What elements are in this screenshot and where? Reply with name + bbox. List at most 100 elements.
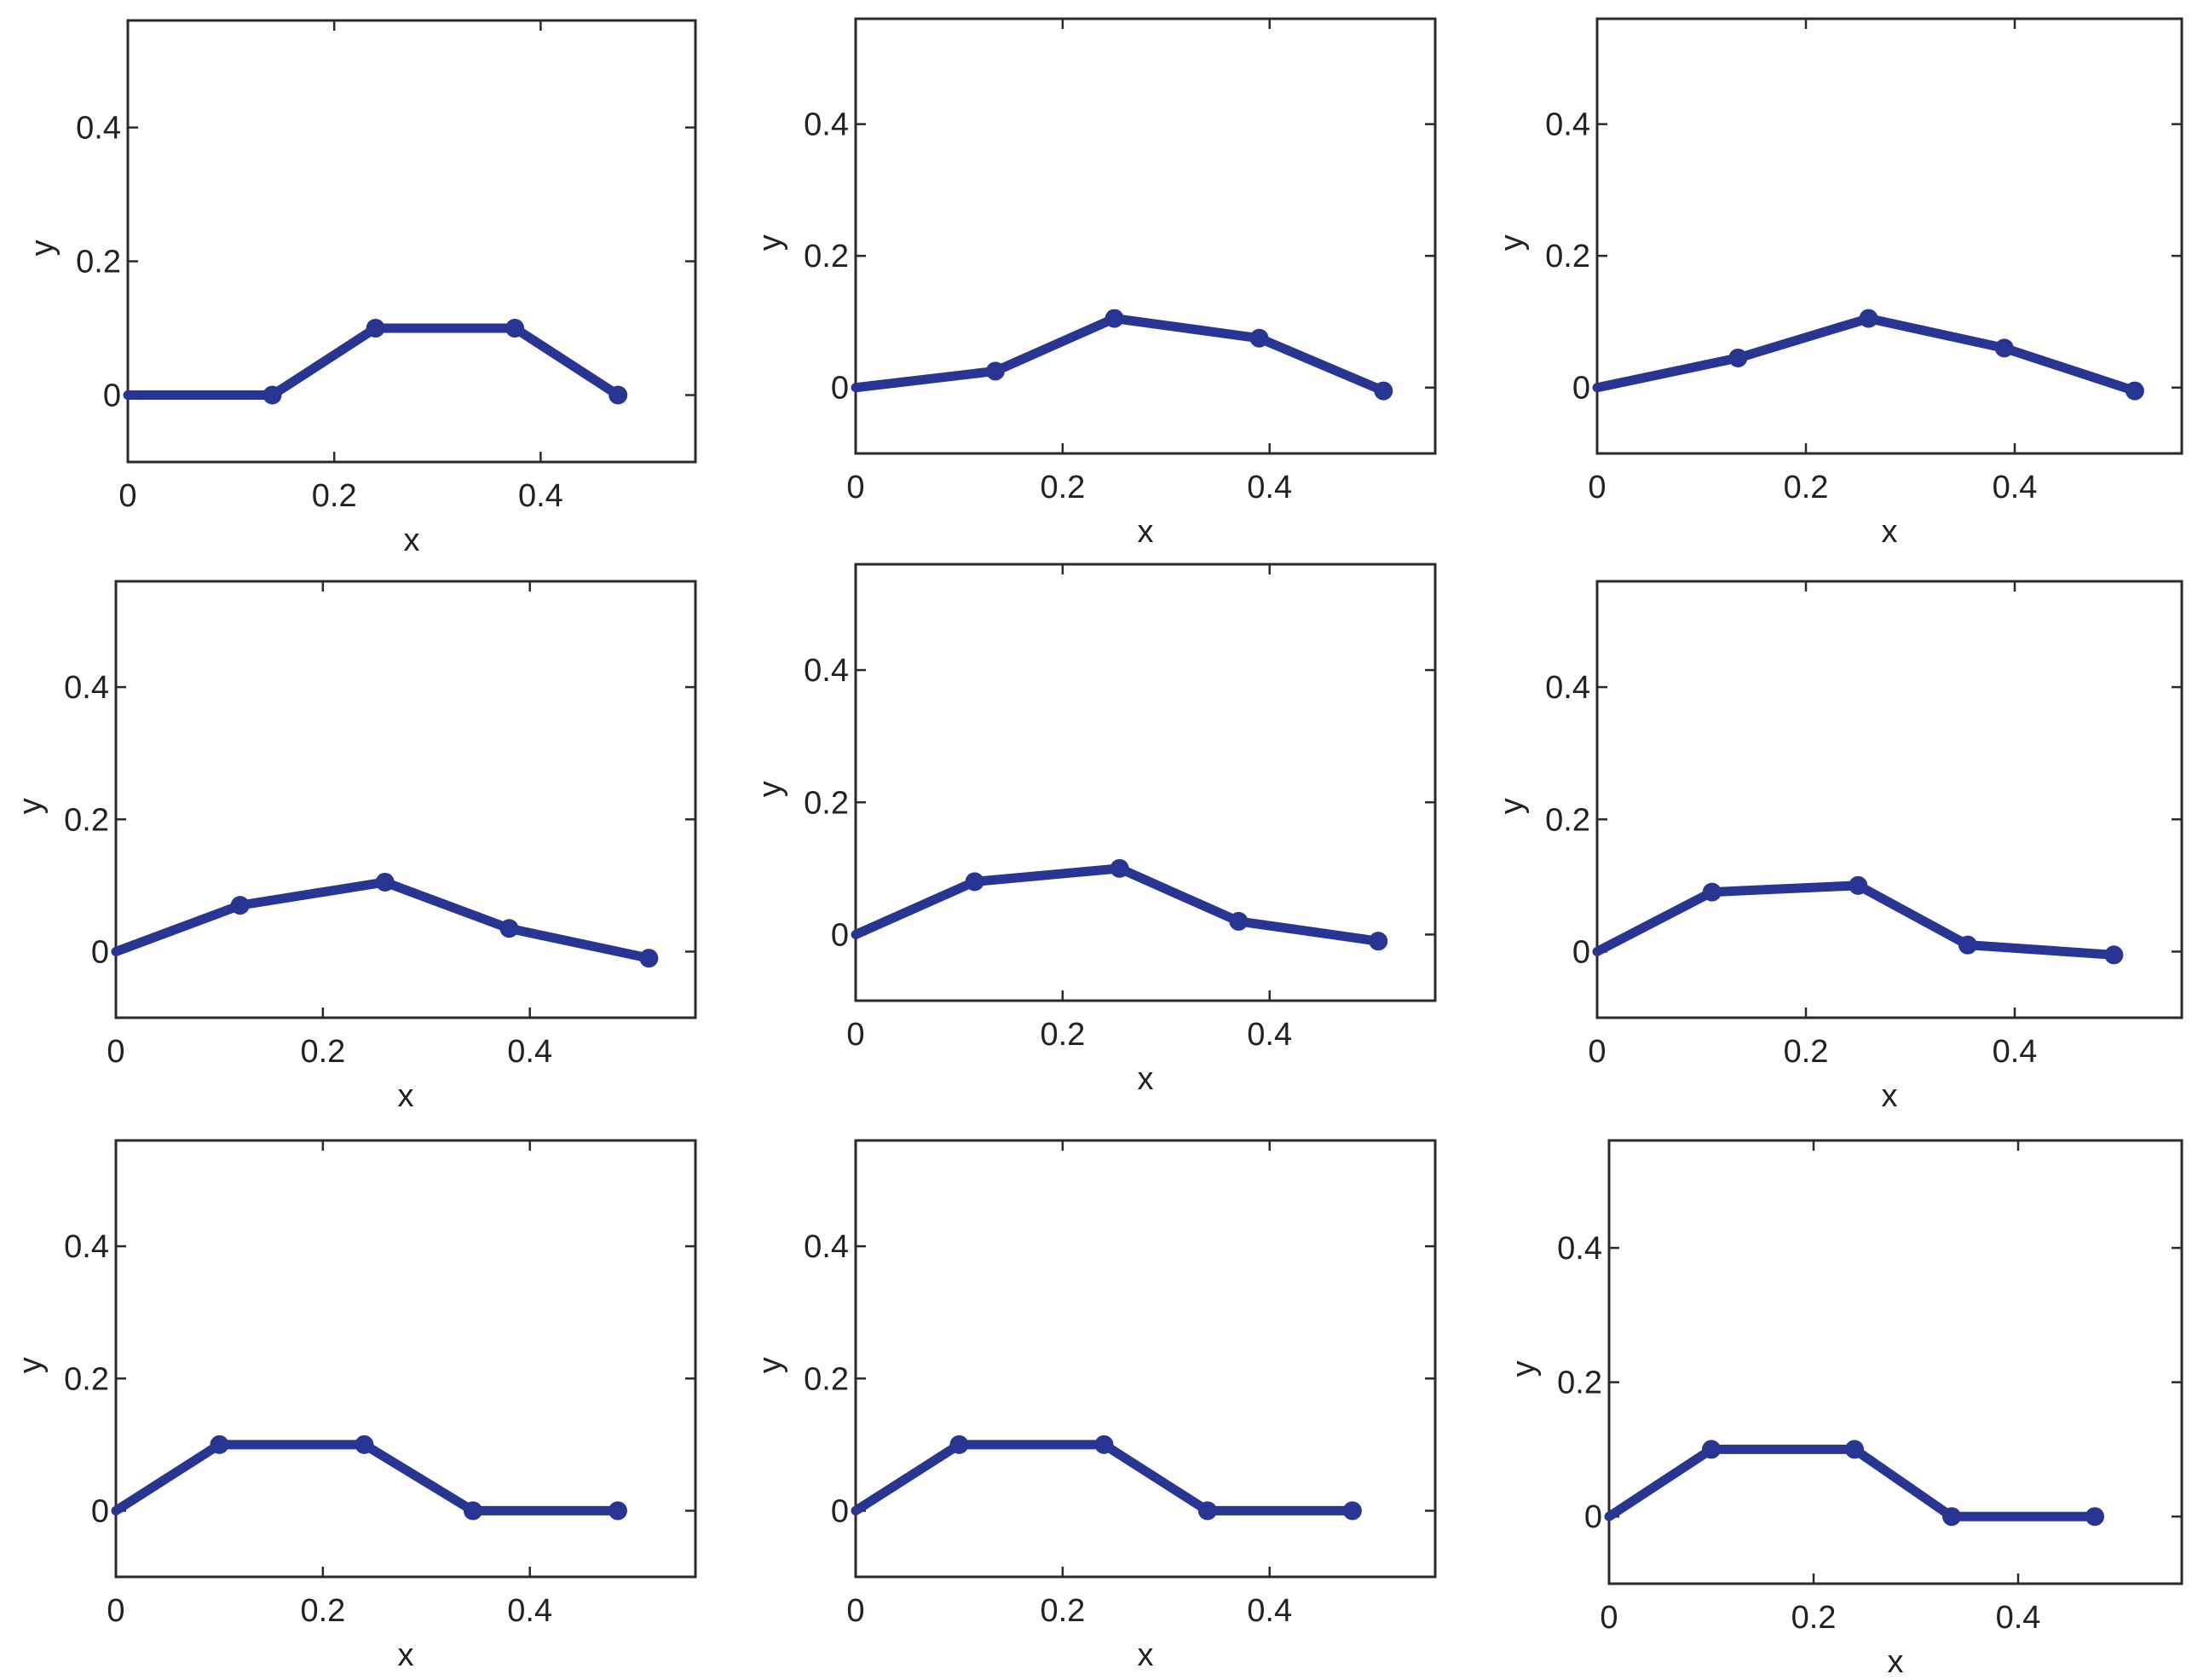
data-point xyxy=(1094,1435,1114,1454)
subplot-7: 0 0.2 0.4 0 0.2 0.4 x y xyxy=(13,1139,697,1673)
x-tick-label: 0.2 xyxy=(300,1034,345,1070)
subplot-4: 0 0.2 0.4 0 0.2 0.4 x y xyxy=(13,580,697,1114)
subplot-6: 0 0.2 0.4 0 0.2 0.4 x y xyxy=(1494,580,2183,1114)
data-point xyxy=(1229,911,1249,931)
x-tick-label: 0 xyxy=(1588,470,1606,505)
y-tick-label: 0.4 xyxy=(1557,1231,1602,1267)
plot-frame xyxy=(854,1139,1437,1579)
x-tick-label: 0 xyxy=(846,1017,864,1053)
y-tick-label: 0.4 xyxy=(64,1229,109,1265)
data-point xyxy=(1342,1501,1362,1521)
y-tick-label: 0.2 xyxy=(804,785,849,821)
y-tick-label: 0 xyxy=(1572,934,1590,970)
x-tick-label: 0.2 xyxy=(312,478,357,514)
plot-frame xyxy=(1595,580,2183,1019)
data-point xyxy=(1110,858,1129,878)
x-tick-label: 0.2 xyxy=(1791,1600,1837,1636)
data-point xyxy=(210,1435,229,1454)
data-point xyxy=(1859,309,1878,328)
y-tick-label: 0.4 xyxy=(64,670,109,706)
data-point xyxy=(1994,338,2014,358)
y-tick-label: 0 xyxy=(831,1493,849,1529)
x-tick-label: 0.4 xyxy=(1993,470,2038,505)
y-axis-label: y xyxy=(13,1357,49,1373)
x-axis-label: x xyxy=(1138,514,1154,550)
plot-frame xyxy=(854,563,1437,1002)
y-tick-label: 0.2 xyxy=(1557,1365,1602,1401)
x-tick-label: 0 xyxy=(107,1593,124,1629)
y-tick-label: 0.4 xyxy=(1545,670,1590,706)
y-tick-label: 0.2 xyxy=(1545,239,1590,274)
x-axis-label: x xyxy=(398,1078,414,1114)
data-point xyxy=(375,872,395,892)
x-axis-label: x xyxy=(1882,514,1898,550)
data-point xyxy=(2125,381,2144,401)
data-point xyxy=(1369,932,1388,951)
plot-frame xyxy=(114,1139,697,1579)
y-axis-label: y xyxy=(753,234,788,251)
data-point xyxy=(609,385,628,405)
x-tick-label: 0 xyxy=(1588,1034,1606,1070)
x-tick-label: 0.2 xyxy=(300,1593,345,1629)
x-tick-label: 0.4 xyxy=(507,1034,552,1070)
data-point xyxy=(355,1435,374,1454)
data-point xyxy=(2104,945,2124,965)
x-tick-label: 0.2 xyxy=(1040,1017,1085,1053)
data-point xyxy=(1197,1501,1217,1521)
data-point xyxy=(639,949,659,968)
y-tick-label: 0.4 xyxy=(804,653,849,689)
x-tick-label: 0 xyxy=(846,1593,864,1629)
y-tick-label: 0 xyxy=(91,1493,109,1529)
x-axis-label: x xyxy=(1138,1637,1154,1673)
data-point xyxy=(1849,875,1868,895)
data-point xyxy=(2085,1507,2104,1527)
x-tick-label: 0.4 xyxy=(1993,1034,2038,1070)
x-tick-label: 0.2 xyxy=(1784,1034,1829,1070)
x-tick-label: 0 xyxy=(1600,1600,1618,1636)
x-tick-label: 0.4 xyxy=(507,1593,552,1629)
data-point xyxy=(1728,348,1748,367)
subplot-8: 0 0.2 0.4 0 0.2 0.4 x y xyxy=(753,1139,1437,1673)
y-tick-label: 0 xyxy=(91,934,109,970)
x-axis-label: x xyxy=(1888,1644,1904,1680)
x-tick-label: 0.2 xyxy=(1040,470,1085,505)
data-point xyxy=(949,1435,969,1454)
subplot-1: 0 0.2 0.4 0 0.2 0.4 x y xyxy=(25,19,697,558)
x-tick-label: 0.4 xyxy=(518,478,563,514)
data-point xyxy=(1249,328,1269,348)
x-axis-label: x xyxy=(404,522,420,558)
data-point xyxy=(965,872,984,892)
x-axis-label: x xyxy=(1138,1061,1154,1097)
data-point xyxy=(1845,1440,1864,1459)
subplot-3: 0 0.2 0.4 0 0.2 0.4 x y xyxy=(1494,17,2183,550)
data-point xyxy=(463,1501,482,1521)
data-point xyxy=(1105,309,1124,328)
x-tick-label: 0 xyxy=(846,470,864,505)
x-tick-label: 0.4 xyxy=(1247,470,1292,505)
data-point xyxy=(1702,1440,1721,1459)
y-tick-label: 0.2 xyxy=(64,1361,109,1397)
subplot-2: 0 0.2 0.4 0 0.2 0.4 x y xyxy=(753,17,1437,550)
y-tick-label: 0.4 xyxy=(76,111,121,147)
y-axis-label: y xyxy=(1494,798,1530,814)
x-tick-label: 0.4 xyxy=(1247,1017,1292,1053)
y-tick-label: 0.4 xyxy=(804,1229,849,1265)
y-tick-label: 0.2 xyxy=(64,802,109,838)
data-point xyxy=(1374,381,1393,401)
plot-frame xyxy=(1607,1139,2183,1585)
y-tick-label: 0.4 xyxy=(1545,107,1590,143)
subplot-9: 0 0.2 0.4 0 0.2 0.4 x y xyxy=(1506,1139,2183,1680)
x-axis-label: x xyxy=(398,1637,414,1673)
x-tick-label: 0 xyxy=(118,478,136,514)
y-axis-label: y xyxy=(1494,234,1530,251)
x-tick-label: 0.2 xyxy=(1040,1593,1085,1629)
y-tick-label: 0.2 xyxy=(76,245,121,280)
y-axis-label: y xyxy=(13,798,49,814)
y-axis-label: y xyxy=(1506,1360,1542,1377)
subplot-5: 0 0.2 0.4 0 0.2 0.4 x y xyxy=(753,563,1437,1097)
y-tick-label: 0.2 xyxy=(1545,802,1590,838)
x-tick-label: 0.2 xyxy=(1784,470,1829,505)
y-axis-label: y xyxy=(753,1357,788,1373)
y-tick-label: 0 xyxy=(831,371,849,407)
